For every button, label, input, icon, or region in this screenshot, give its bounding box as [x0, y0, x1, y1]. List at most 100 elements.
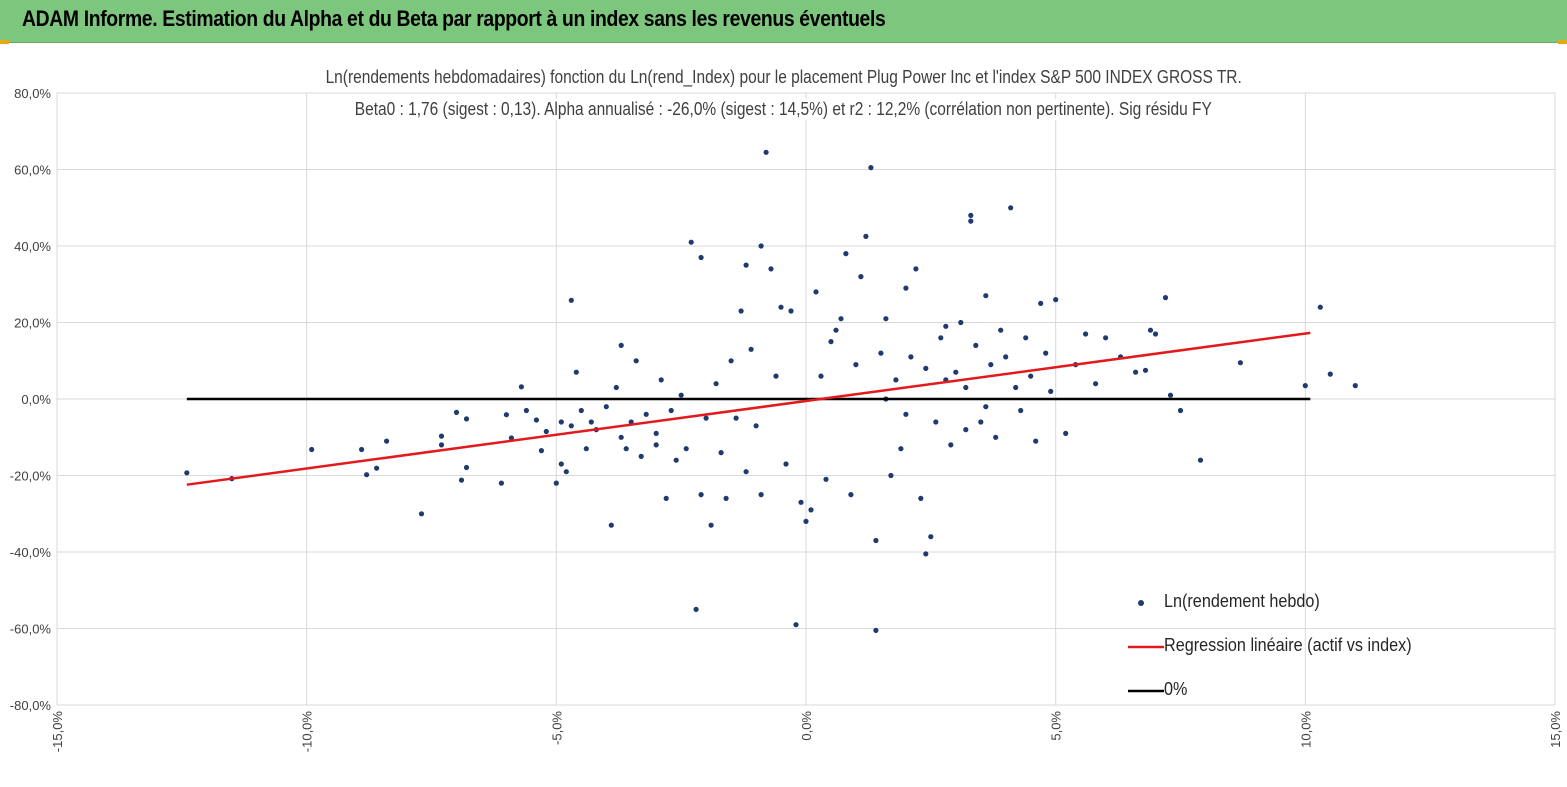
y-tick-label: -60,0%: [10, 622, 52, 637]
data-point: [683, 446, 689, 452]
data-point: [184, 470, 190, 476]
data-point: [908, 354, 914, 360]
y-tick-label: 40,0%: [14, 239, 51, 254]
data-point: [1167, 392, 1174, 398]
series: [184, 149, 1358, 634]
data-point: [1162, 295, 1169, 301]
chart-title: Ln(rendements hebdomadaires) fonction du…: [0, 67, 1567, 88]
data-point: [603, 404, 609, 410]
x-tick-label: 5,0%: [1049, 711, 1064, 741]
data-point: [1033, 438, 1039, 444]
x-tick-label: -15,0%: [50, 711, 65, 753]
data-point: [968, 218, 974, 224]
data-point: [958, 319, 964, 326]
data-point: [573, 369, 579, 375]
data-point: [758, 243, 764, 249]
data-point: [588, 419, 594, 425]
chart-area: 80,0% 60,0% 40,0% 20,0% 0,0% -20,0% -40,0% -60,…: [0, 43, 1567, 787]
y-tick-label: 80,0%: [14, 86, 51, 101]
data-point: [753, 423, 759, 429]
data-point: [733, 415, 739, 421]
data-point: [893, 377, 899, 383]
data-point: [558, 419, 564, 425]
data-point: [713, 381, 719, 387]
data-point: [653, 430, 659, 436]
data-point: [863, 233, 869, 239]
data-point: [458, 477, 465, 483]
x-tick-label: 10,0%: [1298, 711, 1313, 748]
data-point: [933, 419, 939, 425]
data-point: [623, 446, 629, 452]
data-point: [653, 442, 659, 448]
data-point: [818, 373, 824, 379]
data-point: [983, 404, 989, 410]
y-tick-label: -20,0%: [10, 469, 52, 484]
data-point: [463, 416, 470, 422]
data-point: [788, 308, 794, 314]
data-point: [763, 149, 769, 155]
data-point: [638, 453, 644, 459]
data-point: [903, 411, 909, 417]
data-point: [1003, 354, 1009, 360]
data-point: [983, 293, 989, 299]
data-point: [1302, 383, 1308, 389]
data-point: [1327, 371, 1333, 377]
data-point: [1152, 331, 1159, 337]
data-point: [1147, 327, 1154, 333]
data-point: [798, 499, 804, 505]
data-point: [793, 622, 799, 628]
x-tick-label: 15,0%: [1548, 711, 1563, 748]
data-point: [873, 537, 879, 544]
data-point: [708, 522, 714, 528]
data-point: [633, 358, 639, 364]
data-point: [808, 507, 814, 513]
data-point: [743, 469, 749, 475]
data-point: [1317, 304, 1323, 310]
data-point: [698, 492, 704, 498]
data-point: [868, 165, 874, 171]
data-point: [1083, 331, 1089, 337]
data-point: [1048, 388, 1054, 394]
data-point: [1352, 383, 1358, 389]
x-tick-label: -10,0%: [300, 711, 315, 753]
data-point: [418, 511, 425, 517]
data-point: [1013, 384, 1019, 391]
data-point: [578, 407, 584, 414]
data-point: [613, 384, 619, 391]
data-point: [1063, 430, 1069, 436]
data-point: [918, 495, 924, 501]
data-point: [608, 522, 614, 528]
data-point: [678, 392, 684, 398]
data-point: [928, 534, 934, 540]
data-point: [773, 373, 779, 379]
data-point: [728, 358, 734, 364]
data-point: [778, 304, 784, 310]
data-point: [833, 327, 839, 333]
data-point: [758, 492, 764, 498]
data-point: [703, 415, 709, 421]
data-point: [1093, 381, 1099, 387]
data-point: [1023, 335, 1029, 341]
data-point: [643, 411, 649, 417]
data-point: [668, 407, 674, 414]
data-point: [618, 342, 624, 348]
data-point: [888, 472, 894, 479]
data-point: [913, 266, 919, 272]
data-point: [883, 316, 889, 322]
data-point: [583, 446, 589, 452]
data-point: [968, 212, 974, 218]
data-point: [438, 433, 445, 439]
data-point: [463, 464, 470, 471]
data-point: [1008, 205, 1014, 211]
data-point: [498, 480, 504, 486]
data-point: [858, 274, 864, 280]
scatter-chart: 80,0% 60,0% 40,0% 20,0% 0,0% -20,0% -40,0% -60,…: [10, 86, 1563, 753]
data-point: [748, 346, 754, 352]
legend-label-points: Ln(rendement hebdo): [1164, 591, 1320, 611]
data-point: [978, 419, 984, 425]
data-point: [828, 339, 834, 345]
y-tick-label: -40,0%: [10, 545, 52, 560]
data-point: [943, 323, 949, 329]
data-point: [993, 434, 999, 440]
header-corner-right: [1558, 40, 1567, 44]
